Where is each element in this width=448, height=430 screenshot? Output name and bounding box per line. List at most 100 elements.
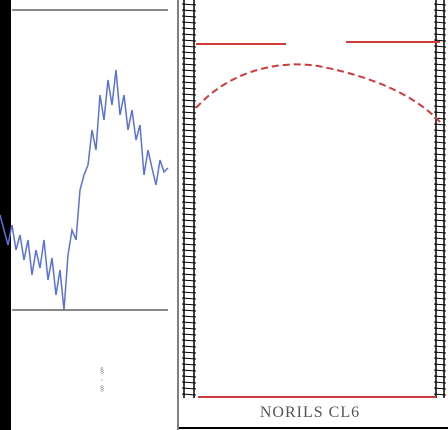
right-panel-bg [179,0,448,430]
hatch-tick [181,129,197,132]
hatch-tick [433,21,447,24]
left-hatched-edge [181,0,197,398]
hatch-tick [433,207,447,210]
hatch-tick [181,195,197,198]
hatch-tick [433,153,447,156]
hatch-tick [181,207,197,210]
hatch-tick [433,99,447,102]
hatch-tick [181,375,197,378]
hatch-tick [433,219,447,222]
hatch-tick [181,225,197,228]
hatch-tick [181,291,197,294]
hatch-tick [433,183,447,186]
hatch-tick [433,69,447,72]
hatch-tick [181,333,197,336]
hatch-tick [181,93,197,96]
hatch-tick [181,273,197,276]
hatch-tick [433,249,447,252]
hatch-tick [181,159,197,162]
hatch-tick [181,69,197,72]
hatch-tick [181,369,197,372]
hatch-tick [433,189,447,192]
hatch-tick [181,327,197,330]
hatch-tick [181,27,197,30]
hatch-tick [433,15,447,18]
hatch-tick [433,369,447,372]
hatch-tick [181,219,197,222]
hatch-tick [433,129,447,132]
hatch-tick [181,177,197,180]
left-panel-bg [0,0,178,430]
hatch-tick [181,183,197,186]
hatch-tick [181,261,197,264]
hatch-tick [433,321,447,324]
hatch-tick [181,81,197,84]
hatch-tick [181,255,197,258]
hatch-tick [433,45,447,48]
left-frame-bar [0,0,11,430]
hatch-tick [433,303,447,306]
hatch-tick [433,279,447,282]
hatch-tick [433,3,447,6]
hatch-tick [433,33,447,36]
hatch-tick [433,315,447,318]
hatch-tick [433,171,447,174]
hatch-tick [433,201,447,204]
hatch-tick [181,357,197,360]
hatch-tick [181,147,197,150]
hatch-tick [181,33,197,36]
hatch-tick [433,345,447,348]
hatch-tick [181,51,197,54]
hatch-tick [181,393,197,396]
hatch-tick [181,231,197,234]
hatch-tick [433,267,447,270]
hatch-tick [181,267,197,270]
hatch-tick [181,303,197,306]
hatch-tick [433,273,447,276]
hatch-tick [433,177,447,180]
hatch-tick [181,39,197,42]
hatch-tick [433,387,447,390]
hatch-tick [181,237,197,240]
hatch-tick [433,63,447,66]
hatch-tick [181,381,197,384]
hatch-tick [181,135,197,138]
hatch-tick [181,249,197,252]
hatch-tick [181,75,197,78]
hatch-tick [433,333,447,336]
hatch-tick [433,225,447,228]
small-tick-marks: § · § [99,368,105,394]
dashed-arc [195,63,441,123]
hatch-tick [433,327,447,330]
hatch-tick [433,9,447,12]
hatch-tick [433,75,447,78]
hatch-tick [181,165,197,168]
hatch-tick [433,339,447,342]
hatch-tick [181,363,197,366]
hatch-tick [433,213,447,216]
hatch-tick [433,243,447,246]
hatch-tick [181,57,197,60]
hatch-tick [433,93,447,96]
hatch-tick [433,351,447,354]
hatch-tick [433,195,447,198]
hatch-tick [181,111,197,114]
hatch-tick [181,339,197,342]
signal-trace [0,69,169,311]
hatch-tick [433,141,447,144]
hatch-tick [433,381,447,384]
hatch-tick [181,189,197,192]
hatch-tick [181,9,197,12]
hatch-tick [433,105,447,108]
hatch-tick [181,21,197,24]
hatch-tick [433,135,447,138]
hatch-tick [433,27,447,30]
hatch-tick [433,285,447,288]
hatch-tick [181,279,197,282]
hatch-tick [181,315,197,318]
hatch-tick [433,357,447,360]
hatch-tick [181,345,197,348]
hatch-tick [181,351,197,354]
hatch-tick [181,201,197,204]
